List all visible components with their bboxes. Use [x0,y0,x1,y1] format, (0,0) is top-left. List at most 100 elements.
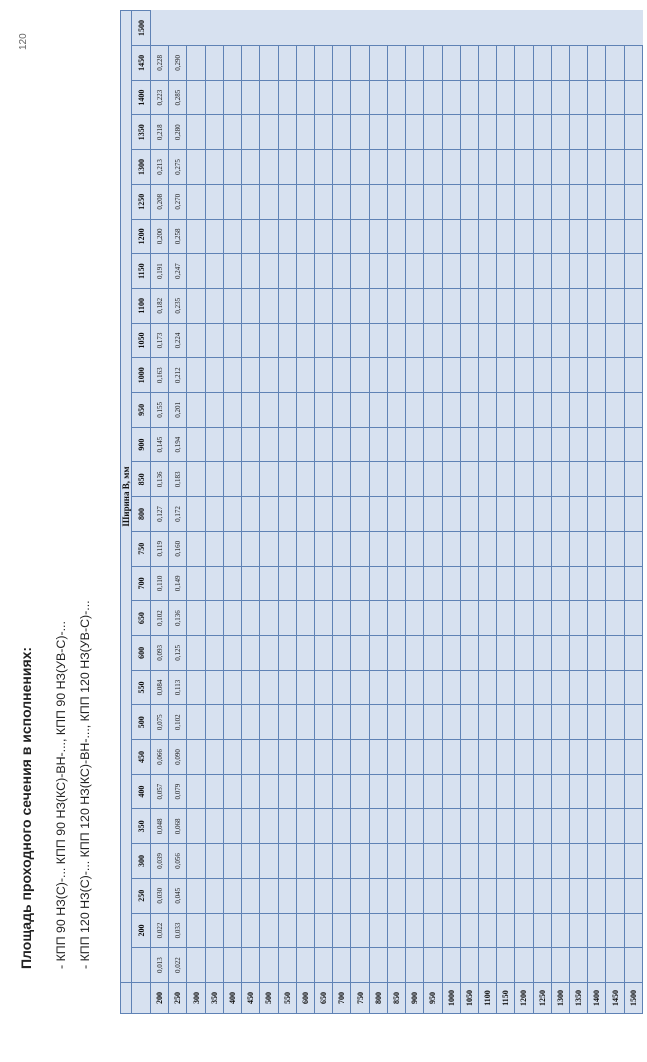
area-cell [624,670,643,705]
area-cell [496,114,515,150]
area-cell [624,461,643,497]
area-cell [296,600,315,636]
area-cell [387,808,406,844]
area-cell [350,635,370,671]
area-cell [533,739,552,775]
area-cell [587,184,606,220]
table-row: 400 [223,11,242,1014]
area-cell [350,323,370,358]
area-cell [369,357,388,393]
area-cell [369,427,388,462]
row-header-height: 300 [186,982,206,1014]
column-header-width: 1200 [131,219,151,254]
area-cell [587,45,606,81]
area-cell: 0,136 [168,600,187,636]
area-cell [223,392,242,428]
area-cell: 0,228 [150,45,169,81]
area-cell [350,496,370,532]
area-cell [387,288,406,324]
area-cell [223,913,242,948]
area-cell [223,288,242,324]
area-cell: 0,223 [150,80,169,115]
area-cell [350,45,370,81]
area-cell [241,392,260,428]
column-header-width: 700 [131,566,151,601]
area-cell [205,600,224,636]
area-cell [605,114,625,150]
area-cell [605,947,625,983]
area-cell [442,427,461,462]
area-cell [314,878,333,914]
area-cell [460,704,479,740]
area-cell [296,843,315,879]
area-cell [205,45,224,81]
area-cell [624,808,643,844]
area-cell [460,392,479,428]
area-cell [332,635,351,671]
area-cell [405,913,424,948]
area-cell: 0,218 [150,114,169,150]
area-cell [533,947,552,983]
area-cell [296,323,315,358]
area-cell [569,427,588,462]
area-cell [460,566,479,601]
area-cell: 0,048 [150,808,169,844]
row-header-height: 1100 [478,982,497,1014]
table-corner [120,982,132,1014]
area-cell [241,670,260,705]
area-cell [496,219,515,254]
area-cell [460,635,479,671]
area-cell: 0,182 [150,288,169,324]
area-cell [350,878,370,914]
area-cell [332,774,351,809]
area-cell [278,913,297,948]
area-cell [605,808,625,844]
area-cell [186,739,206,775]
area-cell [496,774,515,809]
area-cell [296,531,315,567]
area-cell [259,461,279,497]
area-cell [369,531,388,567]
area-cell [533,531,552,567]
column-header-width: 600 [131,635,151,671]
area-cell [569,357,588,393]
area-cell [314,114,333,150]
area-cell: 0,102 [150,600,169,636]
area-cell [478,670,497,705]
area-cell [533,496,552,532]
area-cell [405,45,424,81]
area-cell [496,45,515,81]
area-cell [332,739,351,775]
table-row: 700 [332,11,351,1014]
area-cell [405,149,424,185]
area-cell [533,913,552,948]
area-cell [405,184,424,220]
area-cell [241,357,260,393]
row-header-height: 1300 [551,982,570,1014]
area-cell [460,323,479,358]
row-header-height: 650 [314,982,333,1014]
area-cell [205,739,224,775]
area-cell [314,600,333,636]
area-cell [460,808,479,844]
row-header-corner [131,947,151,983]
area-cell [241,45,260,81]
area-cell [605,392,625,428]
area-cell [314,392,333,428]
area-cell [387,843,406,879]
area-cell [296,670,315,705]
area-cell [296,808,315,844]
area-cell [624,635,643,671]
area-cell [241,219,260,254]
area-cell [478,392,497,428]
area-cell [223,80,242,115]
area-cell [533,427,552,462]
area-cell [460,219,479,254]
area-cell [278,670,297,705]
area-cell [186,323,206,358]
area-cell [296,704,315,740]
area-cell [314,323,333,358]
area-cell [569,947,588,983]
area-cell [533,114,552,150]
area-cell [460,774,479,809]
